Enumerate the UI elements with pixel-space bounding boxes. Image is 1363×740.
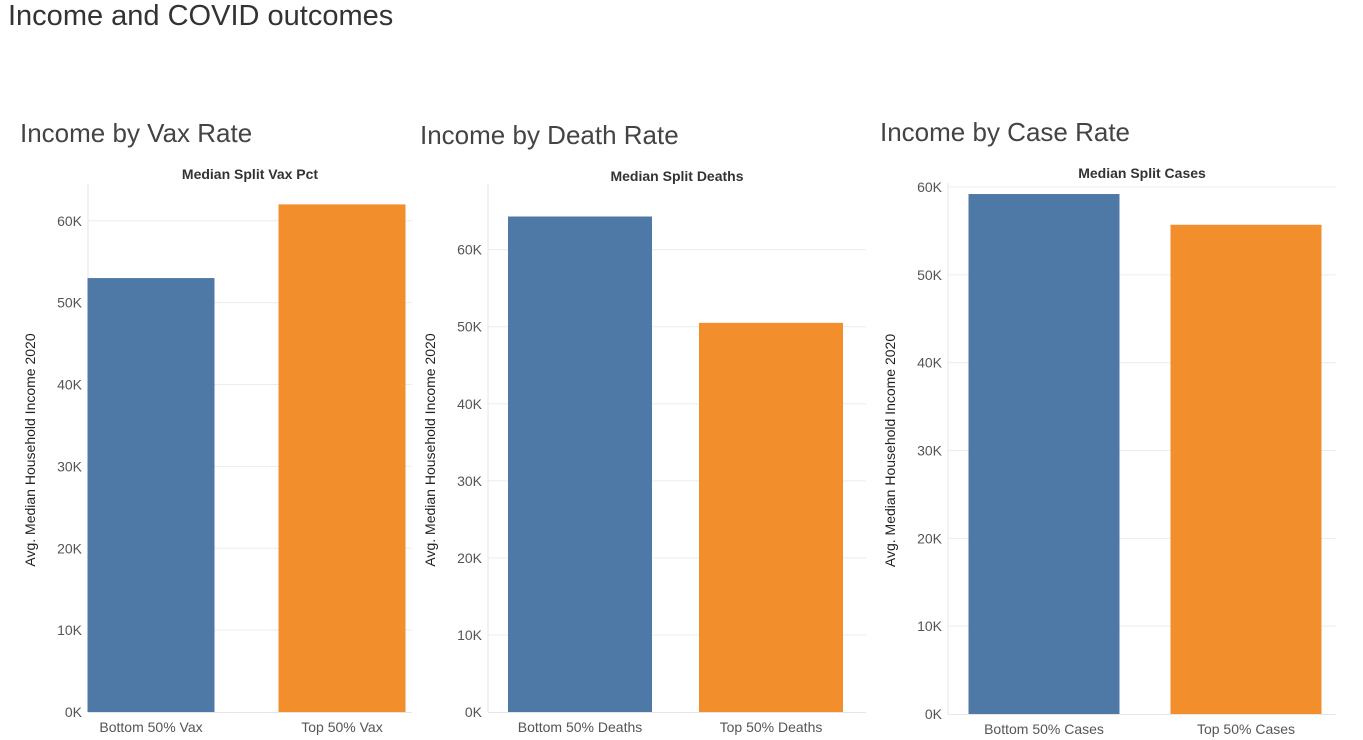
y-tick-label: 50K	[457, 319, 483, 335]
bar-top-50-cases	[1170, 224, 1322, 714]
y-tick-label: 20K	[917, 530, 943, 546]
y-tick-label: 30K	[917, 443, 943, 459]
chart-vax: Median Split Vax Pct 0K 10K 20K 30K 40K 50K 60K…	[22, 166, 412, 735]
y-tick-label: 40K	[457, 396, 483, 412]
y-tick-label: 50K	[917, 267, 943, 283]
panel-title-vax: Income by Vax Rate	[20, 118, 253, 148]
y-tick-label: 0K	[465, 704, 483, 720]
y-tick-label: 30K	[57, 458, 83, 474]
dashboard-title: Income and COVID outcomes	[8, 0, 394, 32]
y-tick-label: 0K	[925, 706, 943, 722]
y-tick-label: 60K	[457, 242, 483, 258]
bar-bottom-50-deaths	[508, 216, 652, 712]
y-tick-label: 60K	[57, 213, 83, 229]
y-tick-label: 20K	[457, 550, 483, 566]
y-tick-label: 60K	[917, 179, 943, 195]
bar-top-50-vax	[278, 204, 406, 712]
bar-top-50-deaths	[699, 322, 843, 712]
x-tick-label: Bottom 50% Vax	[99, 719, 202, 735]
chart-case: Median Split Cases 0K 10K 20K 30K 40K 50K 60K Av…	[882, 165, 1336, 737]
panel-title-case: Income by Case Rate	[880, 117, 1131, 147]
y-axis-label: Avg. Median Household Income 2020	[22, 333, 38, 566]
y-tick-label: 40K	[917, 355, 943, 371]
chart-header: Median Split Cases	[1078, 165, 1206, 181]
y-tick-label: 50K	[57, 295, 83, 311]
x-tick-label: Top 50% Cases	[1197, 721, 1295, 737]
y-tick-label: 30K	[457, 473, 483, 489]
chart-death: Median Split Deaths 0K 10K 20K 30K 40K 50K 60K A…	[422, 168, 866, 735]
chart-header: Median Split Vax Pct	[182, 166, 318, 182]
panel-title-death: Income by Death Rate	[420, 120, 679, 150]
x-tick-label: Top 50% Vax	[301, 719, 382, 735]
x-tick-label: Bottom 50% Deaths	[518, 719, 643, 735]
y-tick-label: 10K	[457, 627, 483, 643]
y-tick-label: 10K	[917, 618, 943, 634]
x-tick-label: Bottom 50% Cases	[984, 721, 1104, 737]
y-axis-label: Avg. Median Household Income 2020	[882, 334, 898, 567]
y-tick-label: 10K	[57, 622, 83, 638]
chart-header: Median Split Deaths	[610, 168, 743, 184]
y-tick-label: 0K	[65, 704, 83, 720]
y-axis-label: Avg. Median Household Income 2020	[422, 333, 438, 566]
y-tick-label: 20K	[57, 540, 83, 556]
x-tick-label: Top 50% Deaths	[720, 719, 823, 735]
bar-bottom-50-cases	[968, 194, 1120, 714]
y-tick-label: 40K	[57, 377, 83, 393]
bar-bottom-50-vax	[87, 278, 215, 712]
